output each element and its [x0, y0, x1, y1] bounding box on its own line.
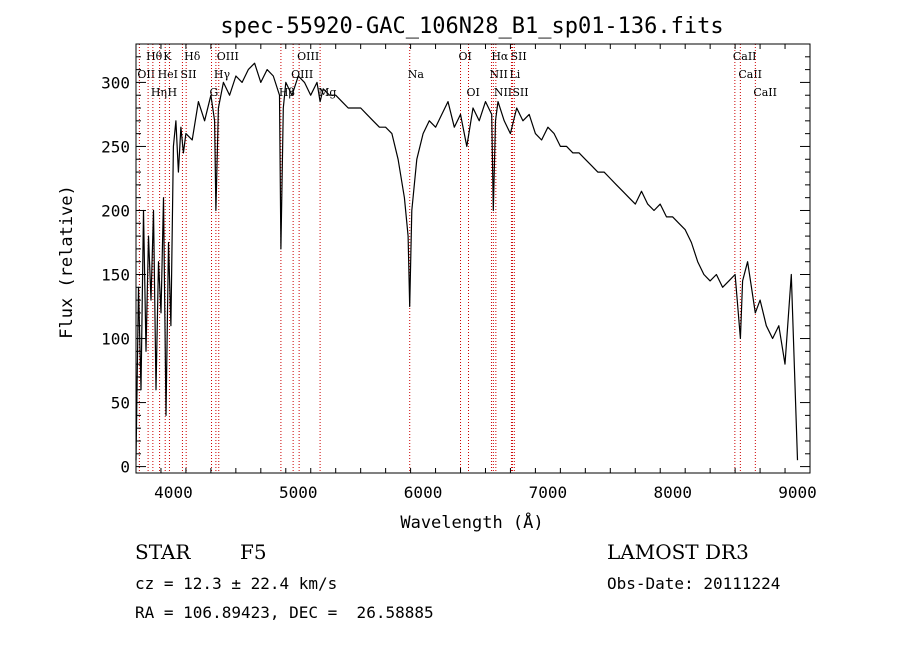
y-tick-label: 50	[111, 394, 130, 413]
chart-ticks: 4000 5000 6000 7000 8000 9000 0 50 100 150 200 250 3…	[101, 44, 817, 502]
marker-label: K	[163, 50, 172, 63]
marker-label: CaII	[733, 50, 757, 63]
marker-label: Li	[509, 68, 520, 81]
marker-label: OIII	[297, 50, 319, 63]
marker-label: OIII	[291, 68, 313, 81]
marker-label: Hβ	[279, 86, 295, 99]
marker-label: Hγ	[214, 68, 231, 81]
marker-label: OI	[467, 86, 480, 99]
x-tick-label: 5000	[279, 483, 318, 502]
marker-label: SII	[510, 50, 526, 63]
marker-label: OIII	[217, 50, 239, 63]
chart-axes	[135, 43, 811, 474]
marker-label: Hα	[491, 50, 509, 63]
observation-date: Obs-Date: 20111224	[607, 574, 781, 593]
y-tick-label: 0	[120, 458, 130, 477]
marker-label: HeI	[158, 68, 178, 81]
marker-label: OI	[459, 50, 472, 63]
marker-label: CaII	[753, 86, 777, 99]
marker-label: Hδ	[184, 50, 201, 63]
redshift-readout: cz = 12.3 ± 22.4 km/s	[135, 574, 338, 593]
marker-label: Hη	[151, 86, 167, 99]
marker-label: OII	[137, 68, 155, 81]
y-axis-label: Flux (relative)	[57, 185, 77, 339]
x-tick-label: 7000	[529, 483, 568, 502]
y-tick-label: 250	[101, 137, 130, 156]
x-tick-label: 6000	[404, 483, 443, 502]
coordinates-readout: RA = 106.89423, DEC = 26.58885	[135, 603, 434, 622]
marker-label: SII	[180, 68, 196, 81]
x-tick-label: 8000	[653, 483, 692, 502]
y-tick-label: 100	[101, 330, 130, 349]
marker-label: Na	[408, 68, 425, 81]
marker-label: G	[210, 86, 219, 99]
survey-name: LAMOST DR3	[607, 540, 749, 564]
spectrum-line	[135, 62, 799, 461]
object-subclass: F5	[240, 540, 267, 564]
marker-label: SII	[512, 86, 528, 99]
marker-label: Hθ	[146, 50, 163, 63]
marker-label: NII	[489, 68, 507, 81]
y-tick-label: 200	[101, 201, 130, 220]
x-tick-label: 4000	[154, 483, 193, 502]
marker-label: H	[167, 86, 177, 99]
marker-label: NII	[494, 86, 512, 99]
x-tick-label: 9000	[778, 483, 817, 502]
y-tick-label: 150	[101, 266, 130, 285]
plot-frame	[135, 43, 811, 474]
spectrum-series	[135, 62, 799, 461]
chart-title: spec-55920-GAC_106N28_B1_sp01-136.fits	[220, 14, 723, 39]
y-tick-label: 300	[101, 73, 130, 92]
x-axis-label: Wavelength (Å)	[400, 511, 543, 533]
marker-label: CaII	[738, 68, 762, 81]
object-class: STAR	[135, 540, 191, 564]
